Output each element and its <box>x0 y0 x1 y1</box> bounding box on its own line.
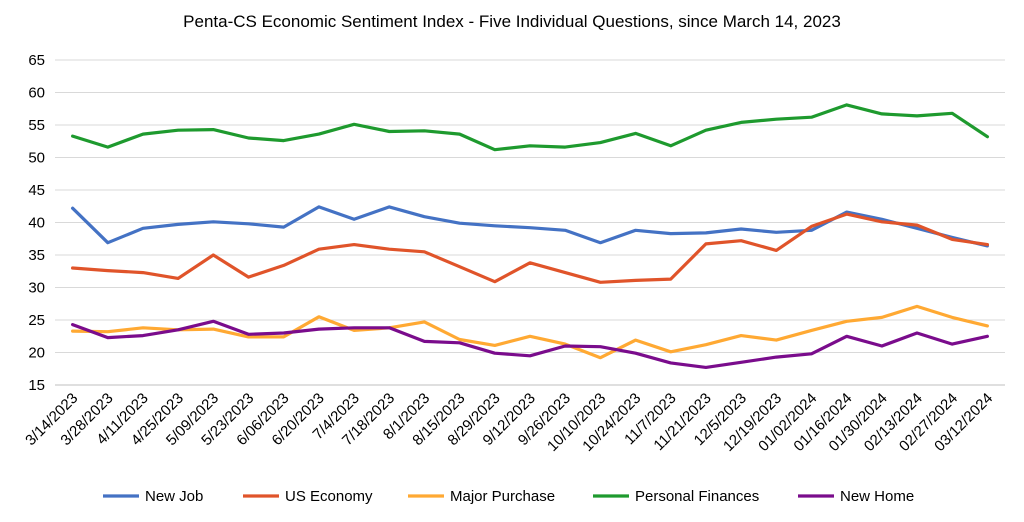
y-tick-label: 20 <box>28 345 45 362</box>
y-tick-label: 45 <box>28 182 45 199</box>
y-tick-label: 35 <box>28 247 45 264</box>
chart-title: Penta-CS Economic Sentiment Index - Five… <box>183 12 841 31</box>
y-tick-label: 50 <box>28 150 45 167</box>
series-line-new-home <box>70 319 990 369</box>
series-line-us-economy <box>70 212 990 284</box>
series-line-major-purchase <box>70 304 990 360</box>
y-tick-label: 15 <box>28 377 45 394</box>
y-tick-label: 60 <box>28 85 45 102</box>
legend-label-personal-finances: Personal Finances <box>635 488 759 505</box>
legend-label-new-job: New Job <box>145 488 203 505</box>
legend-label-us-economy: US Economy <box>285 488 373 505</box>
y-tick-label: 25 <box>28 312 45 329</box>
y-tick-label: 30 <box>28 280 45 297</box>
legend-label-major-purchase: Major Purchase <box>450 488 555 505</box>
y-tick-label: 40 <box>28 215 45 232</box>
legend-label-new-home: New Home <box>840 488 914 505</box>
y-tick-label: 65 <box>28 52 45 69</box>
series-line-new-job <box>70 205 990 248</box>
y-tick-label: 55 <box>28 117 45 134</box>
series-line-personal-finances <box>70 103 990 152</box>
